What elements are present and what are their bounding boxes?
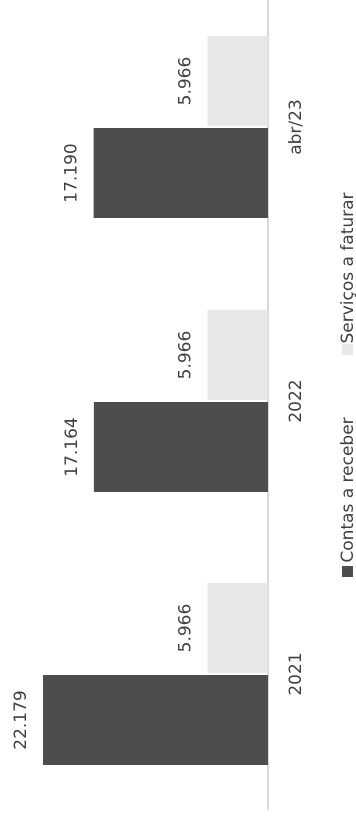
- bar-servicos-a-faturar: [207, 310, 268, 400]
- bar-contas-a-receber: [43, 675, 268, 765]
- data-label-servicos-a-faturar: 5.966: [175, 331, 195, 380]
- bar-contas-a-receber: [93, 128, 269, 218]
- category-label: abr/23: [286, 99, 306, 155]
- category-label: 2022: [286, 379, 306, 422]
- data-label-servicos-a-faturar: 5.966: [175, 57, 195, 106]
- data-label-contas-a-receber: 17.190: [62, 143, 82, 202]
- data-label-contas-a-receber: 17.164: [62, 417, 82, 476]
- bar-contas-a-receber: [93, 402, 269, 492]
- legend-label-contas-a-receber: Contas a receber: [338, 417, 356, 562]
- legend-label-servicos-a-faturar: Serviços a faturar: [338, 192, 356, 343]
- data-label-servicos-a-faturar: 5.966: [175, 604, 195, 653]
- legend-swatch-contas-a-receber: [342, 566, 353, 577]
- category-label: 2021: [286, 652, 306, 695]
- legend-swatch-servicos-a-faturar: [342, 344, 353, 355]
- bar-servicos-a-faturar: [207, 583, 268, 673]
- data-label-contas-a-receber: 22.179: [11, 690, 31, 749]
- bar-servicos-a-faturar: [207, 36, 268, 126]
